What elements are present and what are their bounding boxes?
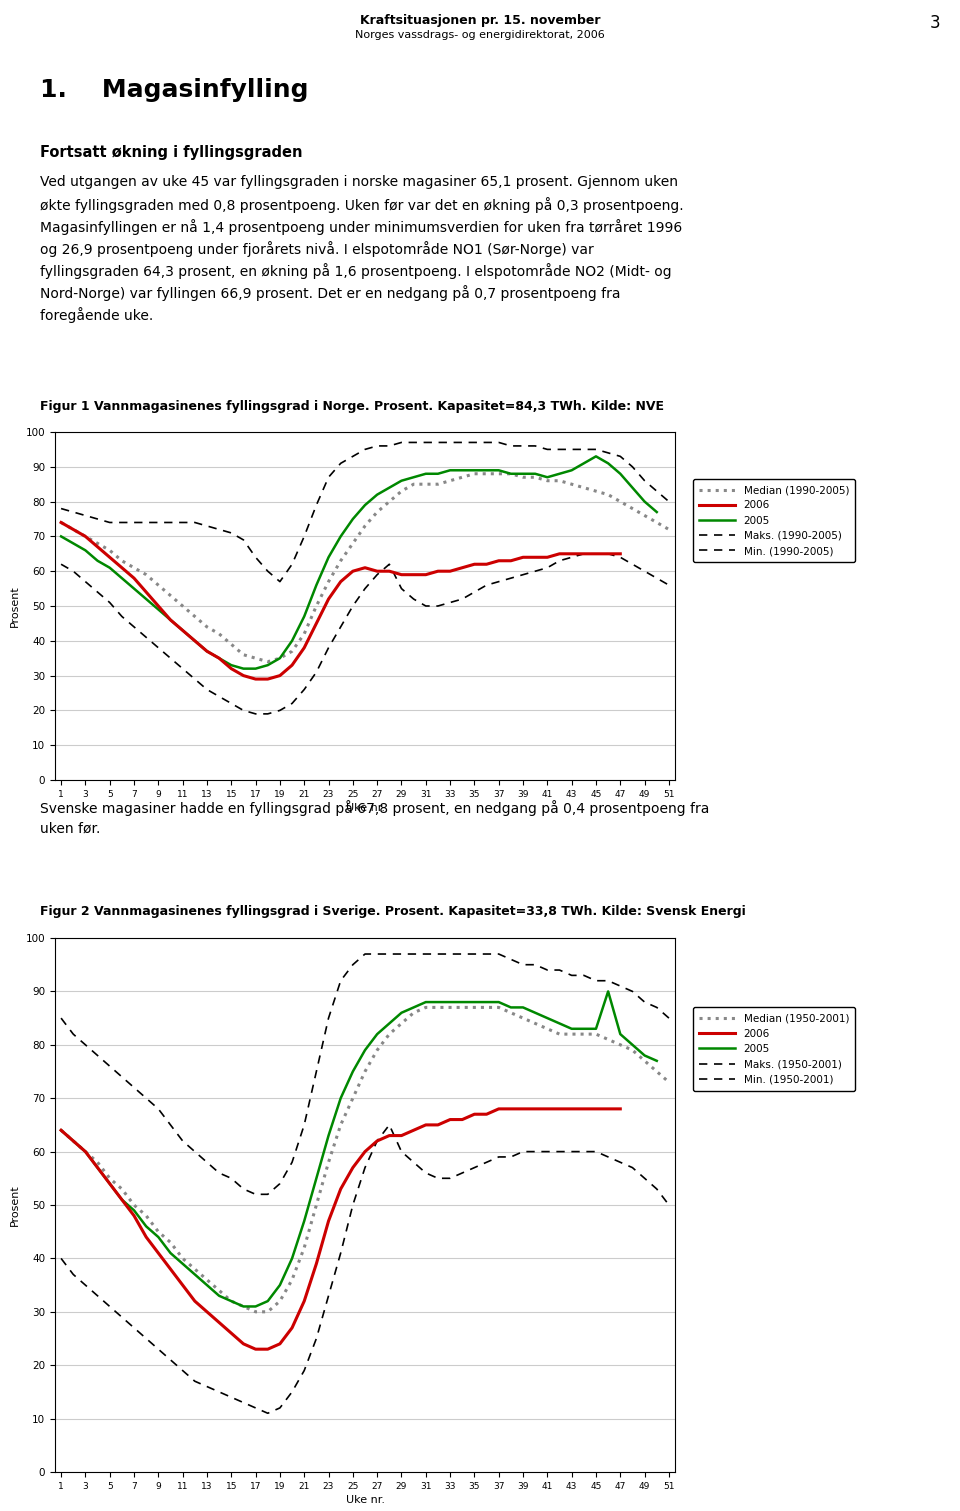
Text: uken før.: uken før. (40, 822, 101, 836)
Text: 1.    Magasinfylling: 1. Magasinfylling (40, 79, 308, 103)
Text: og 26,9 prosentpoeng under fjorårets nivå. I elspotområde NO1 (Sør-Norge) var: og 26,9 prosentpoeng under fjorårets niv… (40, 240, 593, 257)
Text: Magasinfyllingen er nå 1,4 prosentpoeng under minimumsverdien for uken fra tørrå: Magasinfyllingen er nå 1,4 prosentpoeng … (40, 219, 683, 234)
X-axis label: Uke nr.: Uke nr. (346, 802, 385, 813)
Legend: Median (1950-2001), 2006, 2005, Maks. (1950-2001), Min. (1950-2001): Median (1950-2001), 2006, 2005, Maks. (1… (692, 1008, 855, 1091)
Text: Svenske magasiner hadde en fyllingsgrad på 67,8 prosent, en nedgang på 0,4 prose: Svenske magasiner hadde en fyllingsgrad … (40, 799, 709, 816)
Text: Ved utgangen av uke 45 var fyllingsgraden i norske magasiner 65,1 prosent. Gjenn: Ved utgangen av uke 45 var fyllingsgrade… (40, 175, 678, 189)
Text: 3: 3 (929, 14, 940, 32)
Text: Nord-Norge) var fyllingen 66,9 prosent. Det er en nedgang på 0,7 prosentpoeng fr: Nord-Norge) var fyllingen 66,9 prosent. … (40, 286, 620, 301)
Text: økte fyllingsgraden med 0,8 prosentpoeng. Uken før var det en økning på 0,3 pros: økte fyllingsgraden med 0,8 prosentpoeng… (40, 196, 684, 213)
Text: foregående uke.: foregående uke. (40, 307, 154, 323)
Legend: Median (1990-2005), 2006, 2005, Maks. (1990-2005), Min. (1990-2005): Median (1990-2005), 2006, 2005, Maks. (1… (692, 479, 855, 562)
Text: Fortsatt økning i fyllingsgraden: Fortsatt økning i fyllingsgraden (40, 145, 302, 160)
X-axis label: Uke nr.: Uke nr. (346, 1494, 385, 1505)
Text: Figur 2 Vannmagasinenes fyllingsgrad i Sverige. Prosent. Kapasitet=33,8 TWh. Kil: Figur 2 Vannmagasinenes fyllingsgrad i S… (40, 905, 746, 919)
Text: Kraftsituasjonen pr. 15. november: Kraftsituasjonen pr. 15. november (360, 14, 600, 27)
Text: Norges vassdrags- og energidirektorat, 2006: Norges vassdrags- og energidirektorat, 2… (355, 30, 605, 39)
Y-axis label: Prosent: Prosent (11, 1185, 20, 1225)
Y-axis label: Prosent: Prosent (11, 585, 20, 627)
Text: fyllingsgraden 64,3 prosent, en økning på 1,6 prosentpoeng. I elspotområde NO2 (: fyllingsgraden 64,3 prosent, en økning p… (40, 263, 672, 280)
Text: Figur 1 Vannmagasinenes fyllingsgrad i Norge. Prosent. Kapasitet=84,3 TWh. Kilde: Figur 1 Vannmagasinenes fyllingsgrad i N… (40, 400, 664, 413)
